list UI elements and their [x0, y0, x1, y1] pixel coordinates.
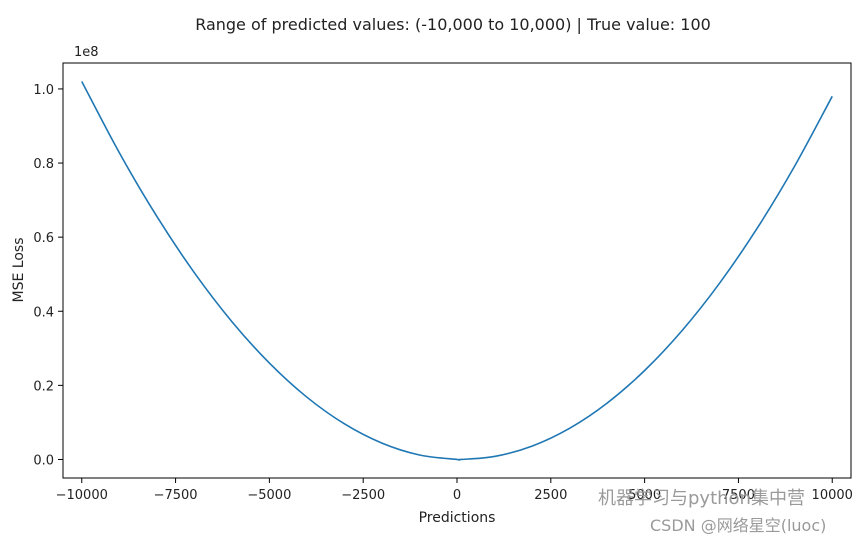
- x-tick-label: 7500: [722, 488, 755, 503]
- watermark-line-2: CSDN @网络星空(luoc): [650, 516, 827, 535]
- x-tick-label: −10000: [56, 488, 108, 503]
- axes-frame: [62, 62, 852, 479]
- y-axis-ticks: 0.0 0.2 0.4 0.6 0.8 1.0: [33, 83, 63, 468]
- y-axis-label: MSE Loss: [11, 238, 27, 303]
- y-tick-label: 0.2: [33, 379, 54, 394]
- y-offset-label: 1e8: [74, 45, 99, 60]
- x-tick-label: −5000: [247, 488, 291, 503]
- x-tick-label: 2500: [534, 488, 567, 503]
- y-tick-label: 0.0: [33, 453, 54, 468]
- series-line: [81, 81, 833, 461]
- y-tick-label: 0.4: [33, 305, 54, 320]
- y-tick-label: 0.8: [33, 157, 54, 172]
- x-tick-label: −7500: [154, 488, 198, 503]
- y-tick-label: 1.0: [33, 83, 54, 98]
- x-tick-label: 5000: [628, 488, 661, 503]
- y-tick-label: 0.6: [33, 231, 54, 246]
- x-tick-label: −2500: [341, 488, 385, 503]
- watermark-line-1: 机器学习与python集中营: [598, 488, 805, 509]
- x-axis-ticks: −10000 −7500 −5000 −2500 0 2500 5000 7500 10000: [56, 478, 853, 503]
- x-axis-label: Predictions: [419, 510, 496, 526]
- chart-title: Range of predicted values: (-10,000 to 1…: [195, 15, 711, 34]
- x-tick-label: 10000: [812, 488, 853, 503]
- x-tick-label: 0: [453, 488, 461, 503]
